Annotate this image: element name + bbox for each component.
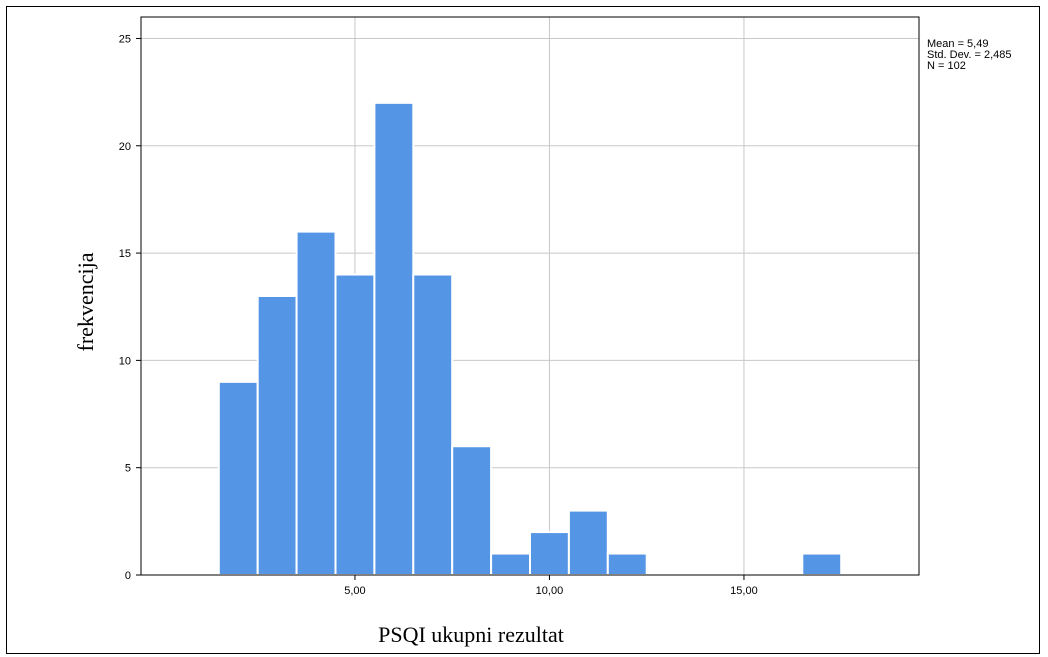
histogram-bar bbox=[334, 273, 376, 576]
stats-std-dev: Std. Dev. = 2,485 bbox=[927, 49, 1012, 61]
stats-mean: Mean = 5,49 bbox=[927, 38, 988, 50]
histogram-bar bbox=[412, 273, 454, 576]
chart-frame: 0 5 10 15 20 25 5,00 10,00 15,00 frekvencija PSQ… bbox=[6, 6, 1040, 654]
histogram-bar bbox=[217, 380, 259, 576]
histogram-bar bbox=[256, 295, 298, 576]
histogram-bar bbox=[490, 552, 532, 576]
y-tick-label: 0 bbox=[125, 570, 131, 582]
bars-layer bbox=[217, 101, 843, 576]
y-tick-label: 25 bbox=[119, 33, 131, 45]
histogram-bar bbox=[801, 552, 843, 576]
y-tick-label: 15 bbox=[119, 248, 131, 260]
x-tick-label: 15,00 bbox=[730, 585, 758, 597]
histogram-bar bbox=[295, 230, 337, 576]
histogram-chart: 0 5 10 15 20 25 5,00 10,00 15,00 frekvencija PSQ… bbox=[73, 16, 1012, 647]
histogram-bar bbox=[529, 531, 570, 576]
histogram-bar bbox=[451, 445, 493, 576]
stats-box: Mean = 5,49 Std. Dev. = 2,485 N = 102 bbox=[927, 38, 1012, 72]
y-tick-label: 20 bbox=[119, 141, 131, 153]
y-axis-title: frekvencija bbox=[73, 252, 98, 351]
histogram-bar bbox=[373, 101, 415, 576]
histogram-bar bbox=[567, 509, 609, 576]
plot-area-border bbox=[140, 16, 920, 576]
x-tick-label: 5,00 bbox=[344, 585, 365, 597]
y-tick-label: 5 bbox=[125, 463, 131, 475]
histogram-bar bbox=[606, 552, 648, 576]
ticks-layer: 0 5 10 15 20 25 5,00 10,00 15,00 bbox=[119, 33, 758, 597]
y-tick-label: 10 bbox=[119, 355, 131, 367]
x-tick-label: 10,00 bbox=[536, 585, 564, 597]
x-axis-title: PSQI ukupni rezultat bbox=[378, 622, 564, 647]
stats-n: N = 102 bbox=[927, 60, 966, 72]
